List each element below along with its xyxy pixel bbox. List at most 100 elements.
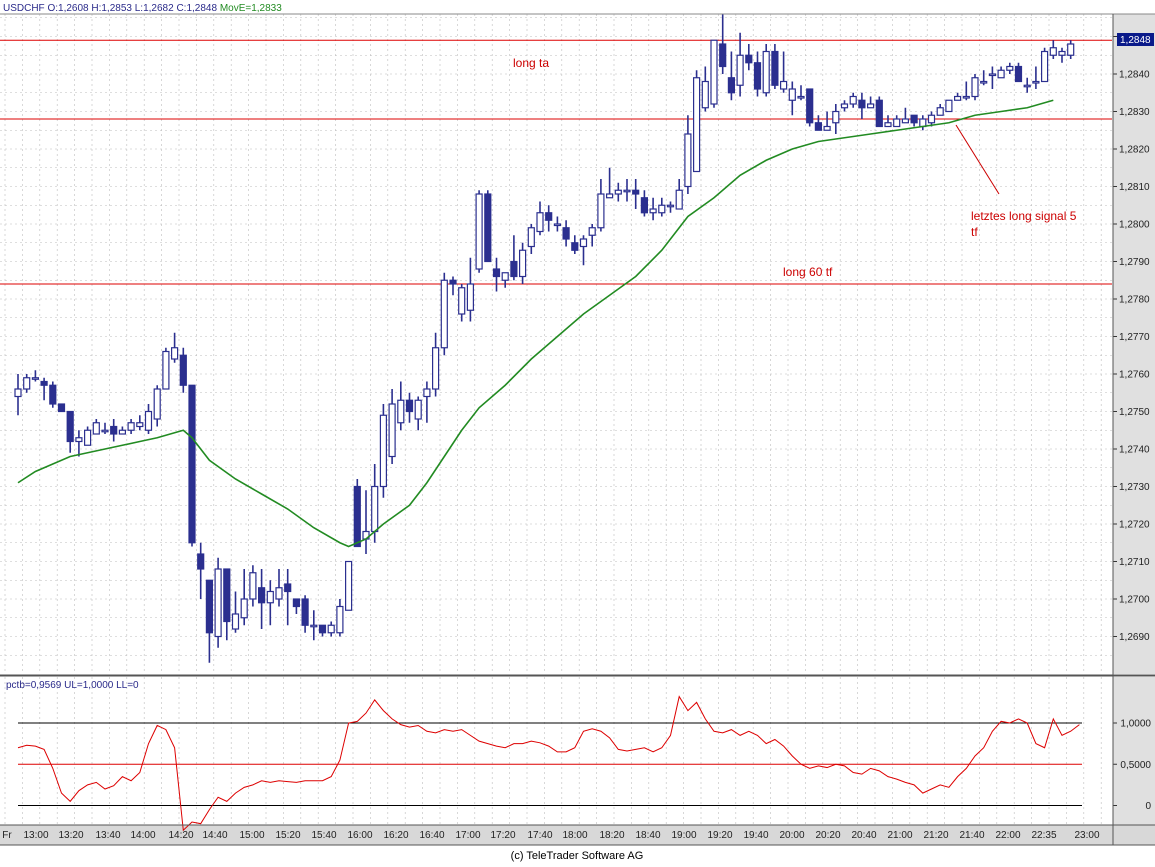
- x-tick-label: 22:35: [1031, 830, 1056, 841]
- x-tick-label: Fr: [2, 830, 12, 841]
- candle-body: [188, 384, 196, 544]
- candle-body: [727, 77, 736, 94]
- x-tick-label: 13:20: [58, 830, 83, 841]
- y-tick-label: 1,2800: [1119, 220, 1150, 231]
- candle-body: [936, 107, 944, 116]
- candle-body: [518, 249, 527, 278]
- candle-body: [336, 605, 344, 634]
- x-tick-label: 14:40: [202, 830, 227, 841]
- signal-lines: [0, 39, 1112, 285]
- candle-body: [1049, 47, 1057, 56]
- candle-body: [762, 50, 770, 94]
- candle-body: [1040, 50, 1049, 83]
- candle-body: [823, 125, 831, 131]
- candle-body: [144, 410, 153, 431]
- candle-body: [632, 189, 640, 195]
- candle-body: [83, 429, 92, 446]
- time-axis-labels: Fr 13:00 13:20 13:40 14:00 14:20 14:40 15:00 15:…: [2, 830, 1100, 841]
- candle-body: [875, 99, 883, 128]
- candle-body: [405, 399, 414, 413]
- candle-body: [623, 189, 631, 193]
- candle-body: [597, 193, 605, 229]
- candle-body: [1067, 43, 1075, 56]
- candle-body: [345, 560, 353, 611]
- y-tick-label: 1,2710: [1119, 557, 1150, 568]
- candle-body: [231, 613, 240, 630]
- candle-body: [249, 572, 257, 600]
- candle-body: [771, 50, 779, 86]
- candle-body: [910, 114, 918, 124]
- candles: [14, 14, 1075, 663]
- x-tick-label: 19:20: [707, 830, 732, 841]
- x-tick-label: 13:00: [23, 830, 48, 841]
- y-tick-label: 1,2690: [1119, 632, 1150, 643]
- candle-body: [110, 425, 118, 435]
- candle-body: [136, 422, 144, 428]
- candle-body: [866, 103, 875, 109]
- candle-body: [153, 388, 161, 420]
- y-tick-label: 1,2750: [1119, 407, 1150, 418]
- candle-body: [1014, 65, 1023, 83]
- x-tick-label: 20:00: [779, 830, 804, 841]
- candle-body: [971, 77, 979, 98]
- candle-body: [571, 242, 579, 251]
- candle-body: [927, 114, 936, 124]
- x-tick-label: 15:20: [275, 830, 300, 841]
- candle-body: [605, 193, 614, 199]
- candle-body: [388, 403, 396, 458]
- x-tick-label: 14:00: [130, 830, 155, 841]
- candle-body: [1006, 65, 1014, 71]
- indicator-line: [17, 695, 1080, 832]
- y-tick-label: 1,2730: [1119, 482, 1150, 493]
- y-tick-label: 1,2830: [1119, 107, 1150, 118]
- candle-body: [101, 429, 109, 433]
- candle-body: [510, 260, 518, 278]
- candle-body: [545, 212, 553, 221]
- candle-body: [310, 624, 318, 628]
- gridlines: [0, 14, 1112, 824]
- header-ohlc: USDCHF O:1,2608 H:1,2853 L:1,2682 C:1,28…: [3, 3, 282, 14]
- last-price-label: 1,2848: [1120, 35, 1151, 46]
- candle-body: [788, 88, 796, 101]
- candle-body: [649, 208, 657, 214]
- candle-body: [536, 212, 544, 233]
- candle-body: [127, 422, 135, 431]
- candle-body: [162, 350, 170, 390]
- candle-body: [484, 193, 492, 263]
- candle-body: [171, 347, 179, 360]
- candle-body: [988, 73, 997, 77]
- annotation-arrow: [955, 124, 1000, 195]
- candle-body: [814, 122, 823, 131]
- indicator-y-label: 1,0000: [1120, 719, 1151, 730]
- candle-body: [797, 95, 805, 99]
- candle-body: [658, 204, 666, 214]
- y-tick-label: 1,2780: [1119, 295, 1150, 306]
- candle-body: [432, 347, 440, 390]
- candle-body: [66, 410, 74, 443]
- candle-body: [327, 624, 335, 634]
- candle-body: [666, 204, 675, 208]
- candle-body: [57, 403, 66, 413]
- candle-body: [1023, 84, 1031, 88]
- header-ohlc-values: O:1,2608 H:1,2853 L:1,2682 C:1,2848: [47, 3, 217, 14]
- x-tick-label: 23:00: [1074, 830, 1099, 841]
- candle-body: [901, 118, 910, 124]
- candle-body: [75, 437, 83, 443]
- candle-body: [562, 227, 570, 240]
- x-tick-label: 17:00: [455, 830, 480, 841]
- y-tick-label: 1,2820: [1119, 145, 1150, 156]
- x-tick-label: 16:00: [347, 830, 372, 841]
- candle-body: [275, 587, 283, 600]
- candle-body: [397, 399, 405, 424]
- x-tick-label: 21:20: [923, 830, 948, 841]
- candle-body: [205, 579, 213, 634]
- candle-body: [527, 227, 535, 248]
- candle-body: [266, 590, 274, 604]
- price-axis-bg: [1113, 14, 1155, 674]
- x-tick-label: 15:00: [239, 830, 264, 841]
- y-tick-label: 1,2790: [1119, 257, 1150, 268]
- candle-body: [92, 422, 100, 435]
